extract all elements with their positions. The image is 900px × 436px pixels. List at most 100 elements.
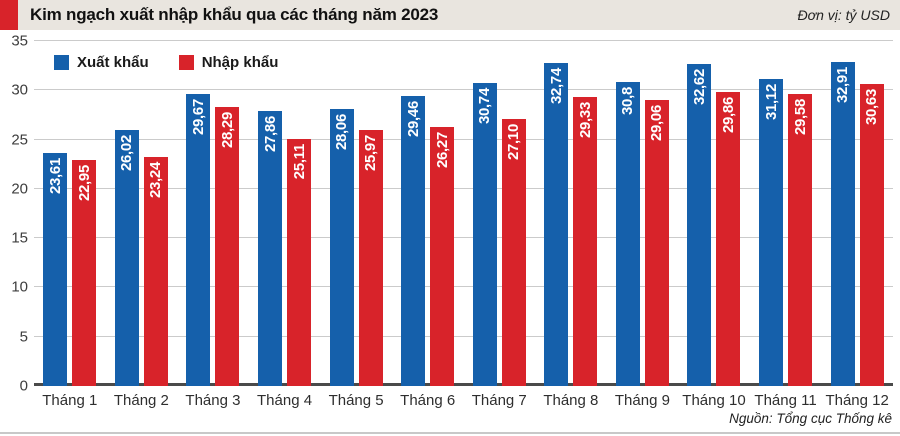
import-bar: 25,11	[287, 138, 312, 386]
x-axis-label-month-4: Tháng 4	[257, 392, 313, 409]
x-axis-label-month-9: Tháng 9	[614, 392, 670, 409]
x-axis-label-month-3: Tháng 3	[185, 392, 241, 409]
export-bar: 32,91	[830, 61, 855, 386]
x-axis-line	[34, 383, 893, 386]
import-bar: 30,63	[859, 84, 884, 386]
import-bar: 22,95	[72, 159, 97, 386]
import-bar: 23,24	[143, 156, 168, 386]
gridline-y-10	[34, 286, 893, 288]
bar-value-label: 25,97	[362, 135, 380, 172]
x-axis-label-month-1: Tháng 1	[42, 392, 98, 409]
legend: Xuất khẩu Nhập khẩu	[54, 54, 278, 71]
bar-group-month-1: 23,61 22,95	[34, 41, 106, 386]
bar-group-month-7: 30,74 27,10	[463, 41, 535, 386]
bar-group-month-12: 32,91 30,63	[821, 41, 893, 386]
bar-value-label: 32,74	[547, 68, 565, 105]
gridline-y-5	[34, 335, 893, 337]
gridline-y-15	[34, 237, 893, 239]
x-axis-label-month-10: Tháng 10	[682, 392, 746, 409]
export-bar: 32,62	[687, 64, 712, 386]
bar-value-label: 28,06	[333, 114, 351, 151]
import-bar: 29,58	[788, 94, 813, 386]
bar-group-month-11: 31,12 29,58	[750, 41, 822, 386]
import-bar: 25,97	[358, 130, 383, 386]
bar-value-label: 30,63	[863, 89, 881, 126]
bar-value-label: 30,8	[619, 87, 637, 116]
y-tick-label-20: 20	[11, 180, 28, 198]
title-bar: Kim ngạch xuất nhập khẩu qua các tháng n…	[0, 0, 900, 30]
bar-value-label: 23,24	[147, 161, 165, 198]
gridline-y-30	[34, 89, 893, 91]
bar-group-month-4: 27,86 25,11	[249, 41, 321, 386]
x-axis-label-month-7: Tháng 7	[471, 392, 527, 409]
y-tick-label-0: 0	[19, 377, 28, 395]
gridline-y-35	[34, 40, 893, 41]
gridline-y-25	[34, 138, 893, 140]
chart-title: Kim ngạch xuất nhập khẩu qua các tháng n…	[30, 5, 439, 24]
y-tick-label-5: 5	[19, 328, 28, 346]
bar-value-label: 28,29	[218, 112, 236, 149]
bar-value-label: 27,10	[505, 123, 523, 160]
legend-item-xuat-khau: Xuất khẩu	[54, 54, 149, 71]
bottom-divider	[0, 431, 900, 434]
unit-label: Đơn vị: tỷ USD	[797, 7, 890, 23]
import-bar: 29,33	[573, 96, 598, 386]
bars-layer: 23,61 22,95 26,02 23,24 29,67 28,29 27,86 25,11…	[34, 41, 893, 386]
bar-value-label: 29,46	[404, 100, 422, 137]
x-axis-label-month-6: Tháng 6	[400, 392, 456, 409]
bar-value-label: 22,95	[75, 164, 93, 201]
chart-plot-area: 0 5 10 15 20 25 30 35 23,61 22,95 26,02 23,24 29,67…	[11, 34, 893, 394]
bar-value-label: 29,06	[648, 104, 666, 141]
y-tick-label-25: 25	[11, 131, 28, 149]
bar-value-label: 32,91	[834, 66, 852, 103]
x-axis-label-month-2: Tháng 2	[113, 392, 169, 409]
bar-value-label: 26,27	[433, 132, 451, 169]
bar-value-label: 29,86	[719, 96, 737, 133]
title-accent-block	[0, 0, 18, 30]
import-bar: 29,86	[716, 91, 741, 386]
export-bar: 27,86	[258, 111, 283, 386]
y-tick-label-15: 15	[11, 229, 28, 247]
bar-value-label: 31,12	[762, 84, 780, 121]
export-bar: 26,02	[114, 129, 139, 386]
export-bar: 32,74	[544, 63, 569, 386]
bar-value-label: 29,67	[189, 98, 207, 135]
bar-group-month-8: 32,74 29,33	[535, 41, 607, 386]
x-axis-label-month-12: Tháng 12	[825, 392, 889, 409]
export-bar: 28,06	[329, 109, 354, 386]
legend-item-nhap-khau: Nhập khẩu	[178, 54, 279, 71]
bar-value-label: 25,11	[290, 143, 308, 179]
import-bar: 29,06	[644, 99, 669, 386]
import-bar: 26,27	[430, 127, 455, 386]
legend-swatch-icon	[178, 55, 194, 70]
legend-swatch-icon	[54, 55, 69, 70]
bar-group-month-3: 29,67 28,29	[177, 41, 249, 386]
x-axis-label-month-8: Tháng 8	[543, 392, 599, 409]
export-bar: 30,74	[472, 83, 497, 386]
import-bar: 28,29	[215, 107, 240, 386]
bar-group-month-2: 26,02 23,24	[106, 41, 178, 386]
x-axis-label-month-5: Tháng 5	[328, 392, 384, 409]
y-tick-label-10: 10	[11, 278, 28, 296]
export-bar: 31,12	[759, 79, 784, 386]
bar-value-label: 30,74	[476, 88, 494, 125]
export-bar: 29,67	[186, 93, 211, 386]
gridline-y-20	[34, 187, 893, 189]
import-bar: 27,10	[501, 118, 526, 386]
bar-value-label: 26,02	[118, 134, 136, 171]
x-axis-label-month-11: Tháng 11	[754, 392, 817, 409]
bar-group-month-6: 29,46 26,27	[392, 41, 464, 386]
bar-value-label: 27,86	[261, 116, 279, 153]
bar-value-label: 29,33	[576, 101, 594, 138]
legend-label: Nhập khẩu	[201, 54, 279, 71]
y-tick-label-35: 35	[11, 32, 28, 50]
bar-group-month-10: 32,62 29,86	[678, 41, 750, 386]
x-axis-labels: Tháng 1 Tháng 2 Tháng 3 Tháng 4 Tháng 5 Tháng…	[34, 386, 893, 408]
source-attribution: Nguồn: Tổng cục Thống kê	[729, 411, 892, 426]
bar-value-label: 29,58	[791, 99, 809, 136]
bar-value-label: 23,61	[46, 158, 64, 195]
bar-value-label: 32,62	[690, 69, 708, 106]
bar-group-month-9: 30,8 29,06	[607, 41, 679, 386]
export-bar: 23,61	[43, 153, 68, 386]
export-bar: 29,46	[401, 95, 426, 386]
